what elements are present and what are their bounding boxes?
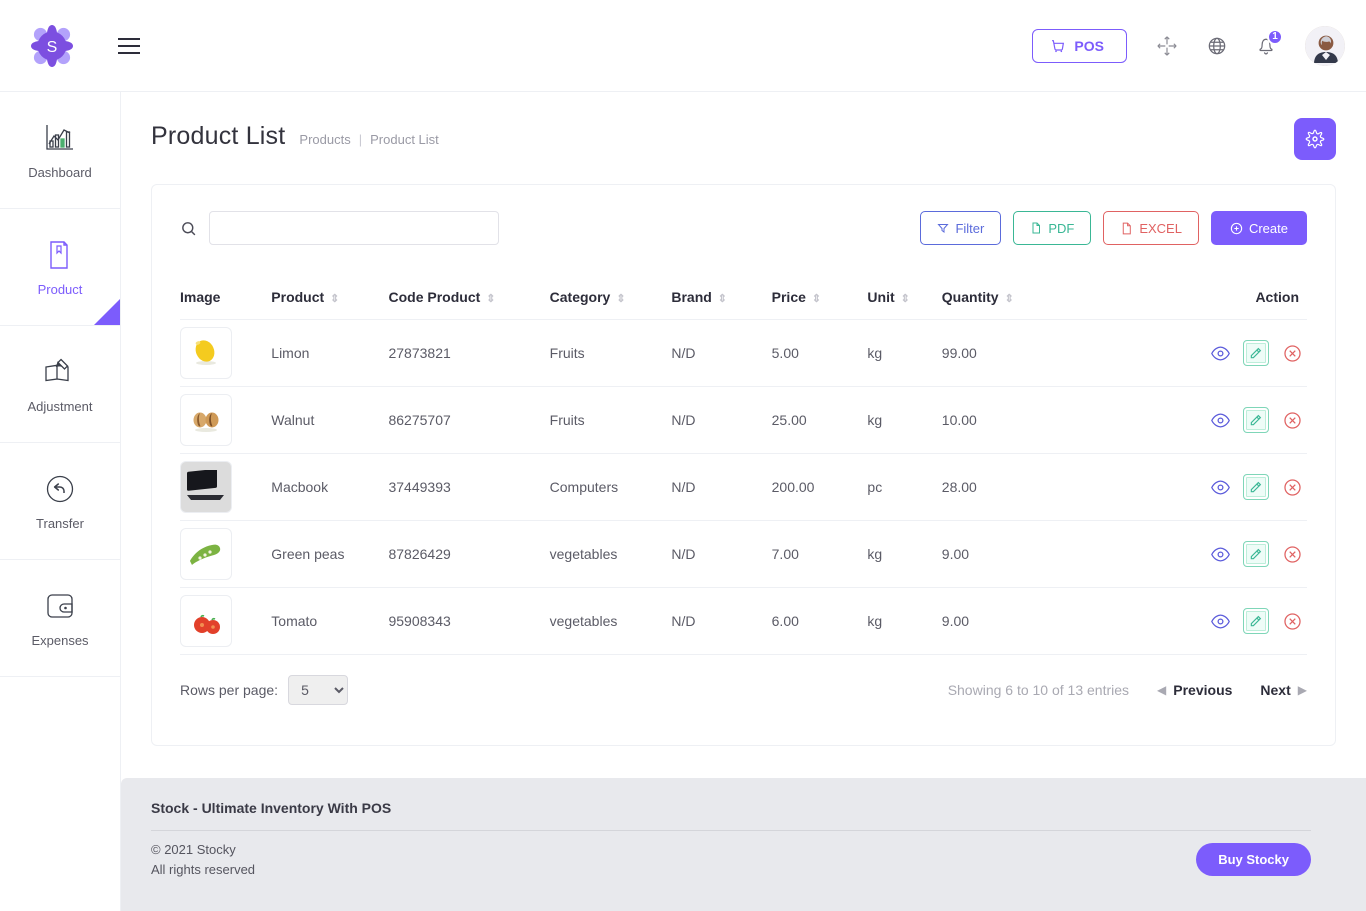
svg-text:S: S (47, 39, 58, 56)
